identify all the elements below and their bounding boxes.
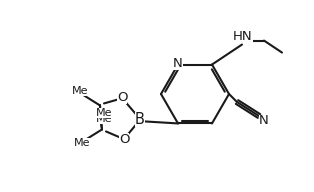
Text: Me: Me — [72, 86, 88, 96]
Text: O: O — [117, 91, 127, 104]
Text: N: N — [259, 114, 269, 127]
Text: B: B — [135, 112, 145, 127]
Text: Me: Me — [96, 114, 112, 124]
Text: N: N — [173, 57, 183, 70]
Text: Me: Me — [96, 108, 112, 118]
Text: Me: Me — [74, 138, 90, 148]
Text: O: O — [119, 133, 129, 146]
Text: HN: HN — [233, 30, 253, 43]
